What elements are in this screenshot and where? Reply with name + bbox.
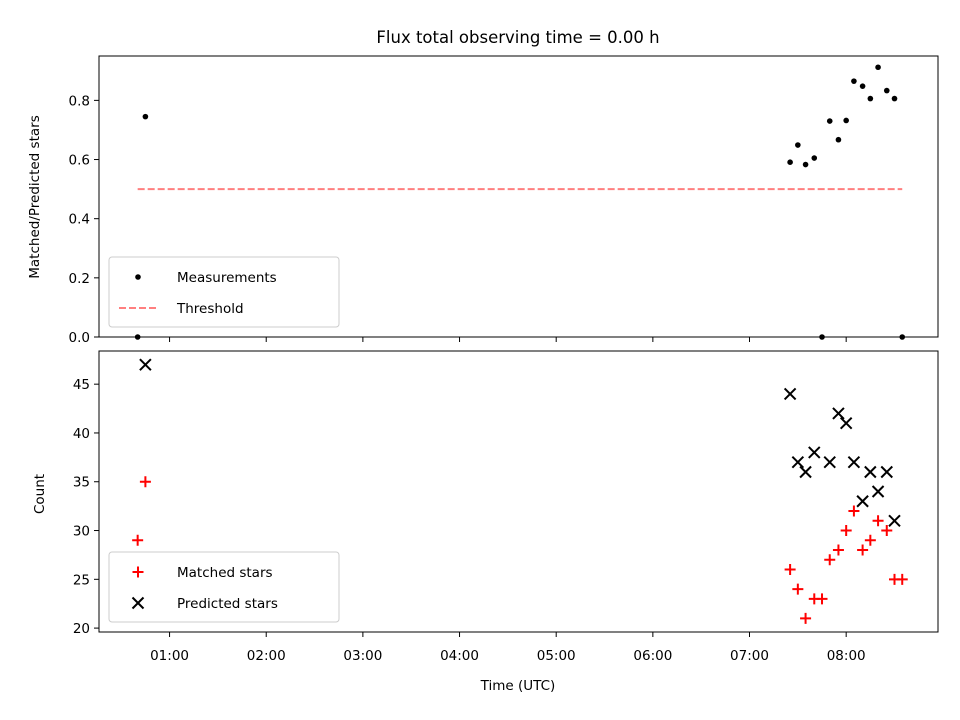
measurement-point [835,136,842,143]
predicted-stars-point [864,465,877,479]
measurement-point [875,64,881,71]
matched-stars-point [792,583,804,595]
bottom-x-tick-label: 06:00 [633,648,672,664]
measurement-point [843,117,849,124]
predicted-stars-point [791,456,805,469]
matched-stars-point [872,515,884,527]
matched-stars-point [864,534,876,546]
measurement-point [851,78,857,84]
bottom-x-tick-label: 04:00 [440,648,479,664]
bottom-x-tick-label: 08:00 [827,648,866,664]
predicted-stars-point [783,387,797,401]
bottom-axes-frame [98,350,939,633]
legend-label: Matched stars [177,565,273,581]
matched-stars-point [816,593,828,605]
matched-stars-point [139,476,151,488]
top-legend: Measurements Threshold [108,256,340,328]
predicted-stars-point [880,465,893,479]
measurement-point [142,113,149,120]
measurement-point [802,161,809,168]
x-axis-label: Time (UTC) [480,678,556,694]
bottom-y-tick-label: 40 [73,426,90,442]
measurement-point [795,142,801,148]
predicted-stars-point [888,514,901,527]
legend-label: Measurements [177,270,277,286]
legend-predicted-stars-swatch [131,596,145,610]
measurement-point [826,118,833,124]
measurement-point [811,155,818,161]
bottom-y-axis-label: Count [32,474,48,514]
top-y-tick-label: 0.4 [69,212,90,228]
top-legend-box [108,256,340,328]
predicted-stars-point [823,456,836,469]
top-y-tick-label: 0.2 [69,271,90,287]
chart-title: Flux total observing time = 0.00 h [376,28,659,47]
bottom-legend: Matched stars Predicted stars [108,551,340,623]
legend-label: Predicted stars [177,596,278,612]
matched-stars-point [824,554,836,566]
legend-matched-stars-swatch [132,566,144,578]
predicted-stars-point [799,465,812,479]
predicted-stars-point [847,456,861,469]
top-y-tick-label: 0.0 [69,330,90,346]
matched-stars-point [784,564,796,576]
bottom-y-tick-label: 25 [73,572,90,588]
measurement-point [859,83,866,89]
bottom-x-tick-label: 03:00 [343,648,382,664]
predicted-stars-point [139,358,152,371]
top-y-tick-label: 0.6 [69,153,90,169]
bottom-y-tick-label: 45 [73,377,90,393]
predicted-stars-point [856,495,869,508]
bottom-x-tick-label: 05:00 [537,648,576,664]
measurement-point [883,87,890,94]
bottom-x-tick-label: 01:00 [150,648,189,664]
predicted-stars-point [808,446,821,459]
matched-stars-point [881,525,893,537]
legend-measurements-swatch [135,274,141,280]
bottom-y-tick-label: 35 [73,475,90,491]
measurement-point [891,95,898,102]
legend-label: Threshold [176,301,244,317]
matched-stars-point [857,544,869,556]
matched-stars-point [896,573,908,585]
matched-stars-point [800,612,812,624]
top-y-axis-label: Matched/Predicted stars [27,115,43,278]
top-panel: 0.0 0.2 0.4 0.6 0.8 Measurements Threshold [69,55,939,346]
predicted-stars-point [832,407,845,420]
predicted-stars-point [839,416,853,430]
top-y-tick-label: 0.8 [69,93,90,109]
measurement-point [787,159,793,165]
predicted-stars-point [871,485,885,498]
measurement-point [867,95,874,102]
matched-stars-point [848,505,860,517]
matched-stars-point [840,525,852,537]
matched-stars-point [832,544,844,556]
top-axes-frame [98,55,939,338]
bottom-x-tick-label: 02:00 [247,648,286,664]
matched-stars-point [132,534,144,546]
bottom-y-tick-label: 30 [73,524,90,540]
bottom-y-tick-label: 20 [73,621,90,637]
bottom-legend-box [108,551,340,623]
bottom-panel: 20 25 30 35 40 45 01:00 02:00 03:00 04:00 05:00 06:… [73,350,939,664]
bottom-x-tick-label: 07:00 [730,648,769,664]
